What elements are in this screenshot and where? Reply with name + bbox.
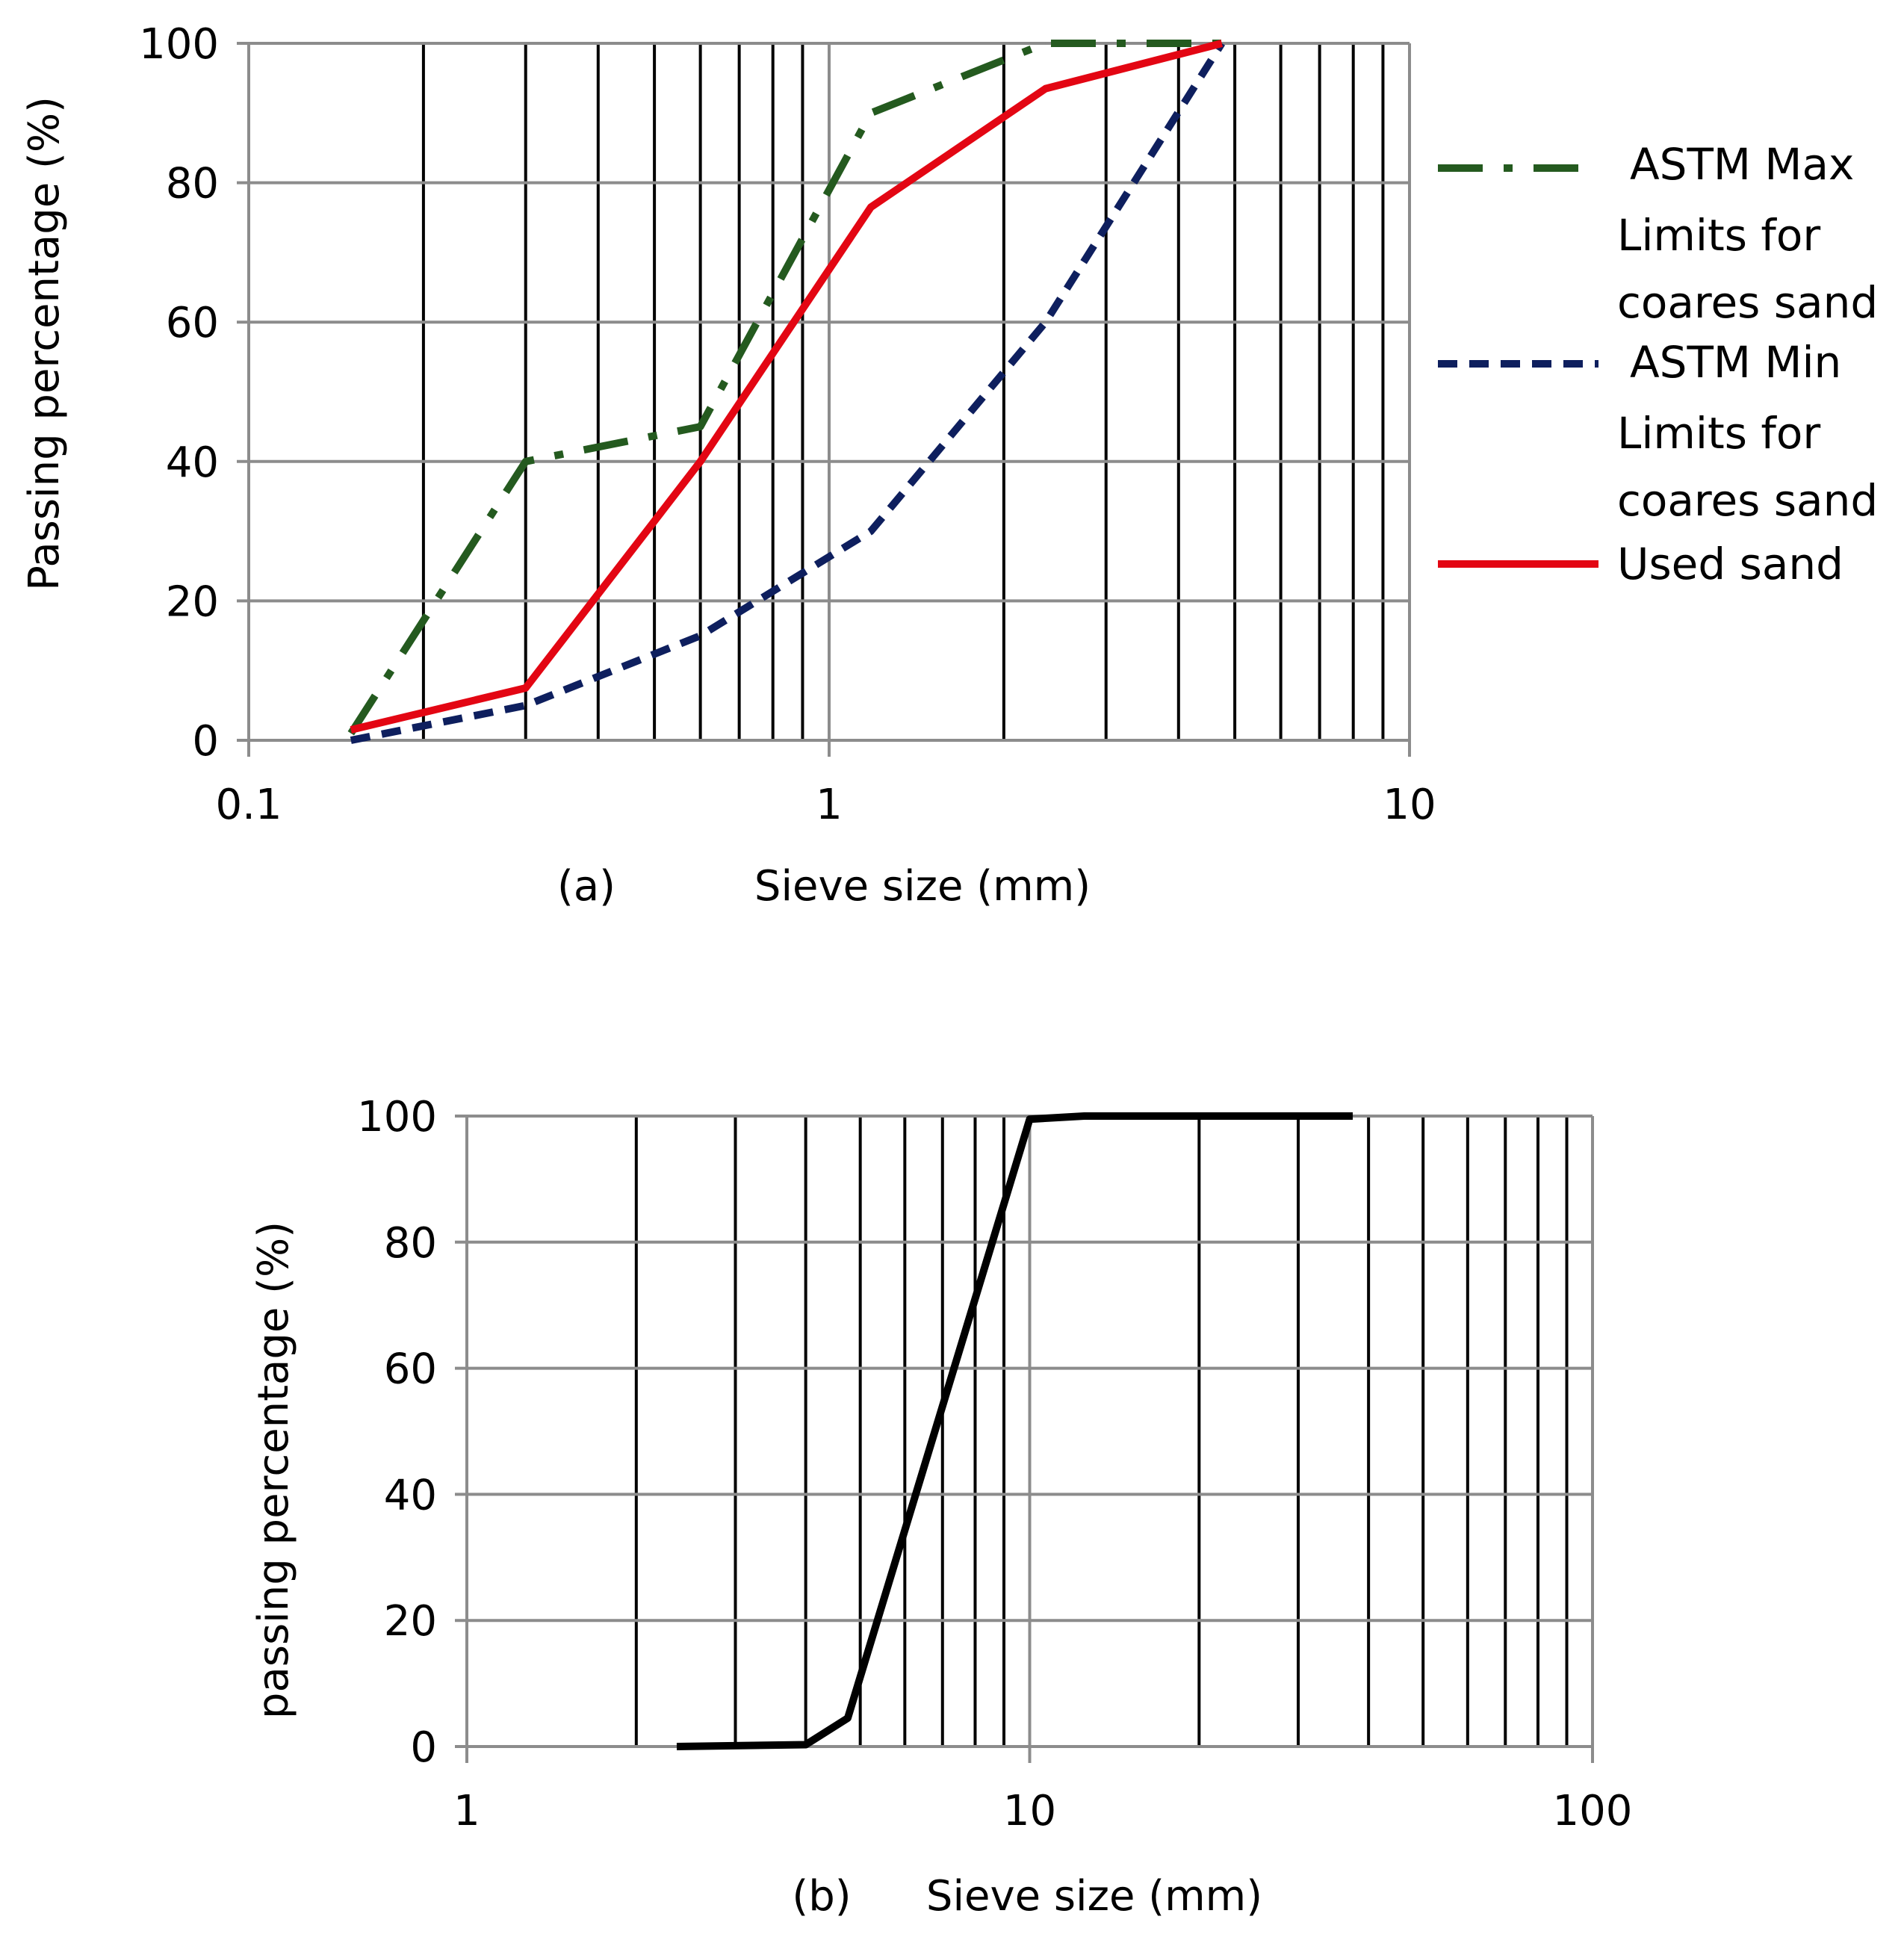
panel-a-grid: [237, 42, 1411, 757]
legend-label-1: coares sand: [1617, 277, 1878, 328]
panel-b-y-axis-label: passing percentage (%): [249, 1221, 298, 1719]
panel-a-y-axis-label: Passing percentage (%): [20, 96, 69, 591]
panel-b-label: (b): [792, 1872, 851, 1921]
panel-b-grid: [455, 1115, 1594, 1763]
panel-a-y-tick-label: 100: [139, 20, 219, 69]
legend-label-2: coares sand: [1617, 475, 1878, 526]
panel-a-x-tick-label: 10: [1383, 781, 1436, 829]
panel-b-x-tick-label: 100: [1553, 1787, 1633, 1835]
panel-b-series: [676, 1112, 1353, 1750]
panel-a-y-tick-label: 20: [166, 577, 219, 626]
legend-label-1: Limits for: [1617, 210, 1820, 261]
panel-a-x-tick-label: 1: [816, 781, 843, 829]
panel-a-y-tick-label: 40: [166, 439, 219, 487]
legend-label-3: Used sand: [1617, 539, 1843, 589]
panel-b-x-tick-label: 10: [1003, 1787, 1056, 1835]
panel-a-series-line-1: [347, 40, 1222, 736]
panel-a-legend: ASTM Max Limits for coares sand ASTM Min Lim…: [1438, 139, 1878, 589]
panel-a-series-line-2: [350, 41, 1226, 744]
panel-a-x-ticks: 0.1 1 10: [215, 781, 1436, 829]
panel-b-y-ticks: 0 20 40 60 80 100: [357, 1093, 437, 1772]
panel-b-y-tick-label: 40: [384, 1471, 437, 1519]
panel-a-x-tick-label: 0.1: [215, 781, 282, 829]
panel-a-y-tick-label: 80: [166, 160, 219, 208]
legend-label-1: ASTM Max: [1630, 139, 1854, 190]
panel-b-series-line: [676, 1112, 1353, 1750]
panel-b-x-ticks: 1 10 100: [453, 1787, 1632, 1835]
panel-b-x-axis-label: Sieve size (mm): [926, 1872, 1262, 1921]
panel-a-y-tick-label: 60: [166, 299, 219, 347]
panel-a-series-line-3: [350, 40, 1224, 734]
panel-b-y-tick-label: 80: [384, 1219, 437, 1268]
panel-a-series: [347, 40, 1226, 744]
panel-a-y-tick-label: 0: [192, 717, 219, 766]
panel-b-y-tick-label: 0: [410, 1723, 437, 1772]
panel-a-label: (a): [557, 862, 615, 911]
panel-b-y-tick-label: 100: [357, 1093, 437, 1141]
panel-b-y-tick-label: 20: [384, 1597, 437, 1646]
panel-b-y-tick-label: 60: [384, 1345, 437, 1394]
legend-label-2: ASTM Min: [1630, 337, 1841, 388]
legend-label-2: Limits for: [1617, 408, 1820, 459]
panel-a-x-axis-label: Sieve size (mm): [754, 862, 1091, 911]
panel-a-chart: 0 20 40 60 80 100 0.1 1 10 Passing percentage (…: [20, 20, 1878, 911]
panel-b-x-tick-label: 1: [453, 1787, 480, 1835]
panel-a-y-ticks: 0 20 40 60 80 100: [139, 20, 219, 766]
panel-b-chart: 0 20 40 60 80 100 1 10 100 passing percentage (…: [249, 1093, 1632, 1921]
